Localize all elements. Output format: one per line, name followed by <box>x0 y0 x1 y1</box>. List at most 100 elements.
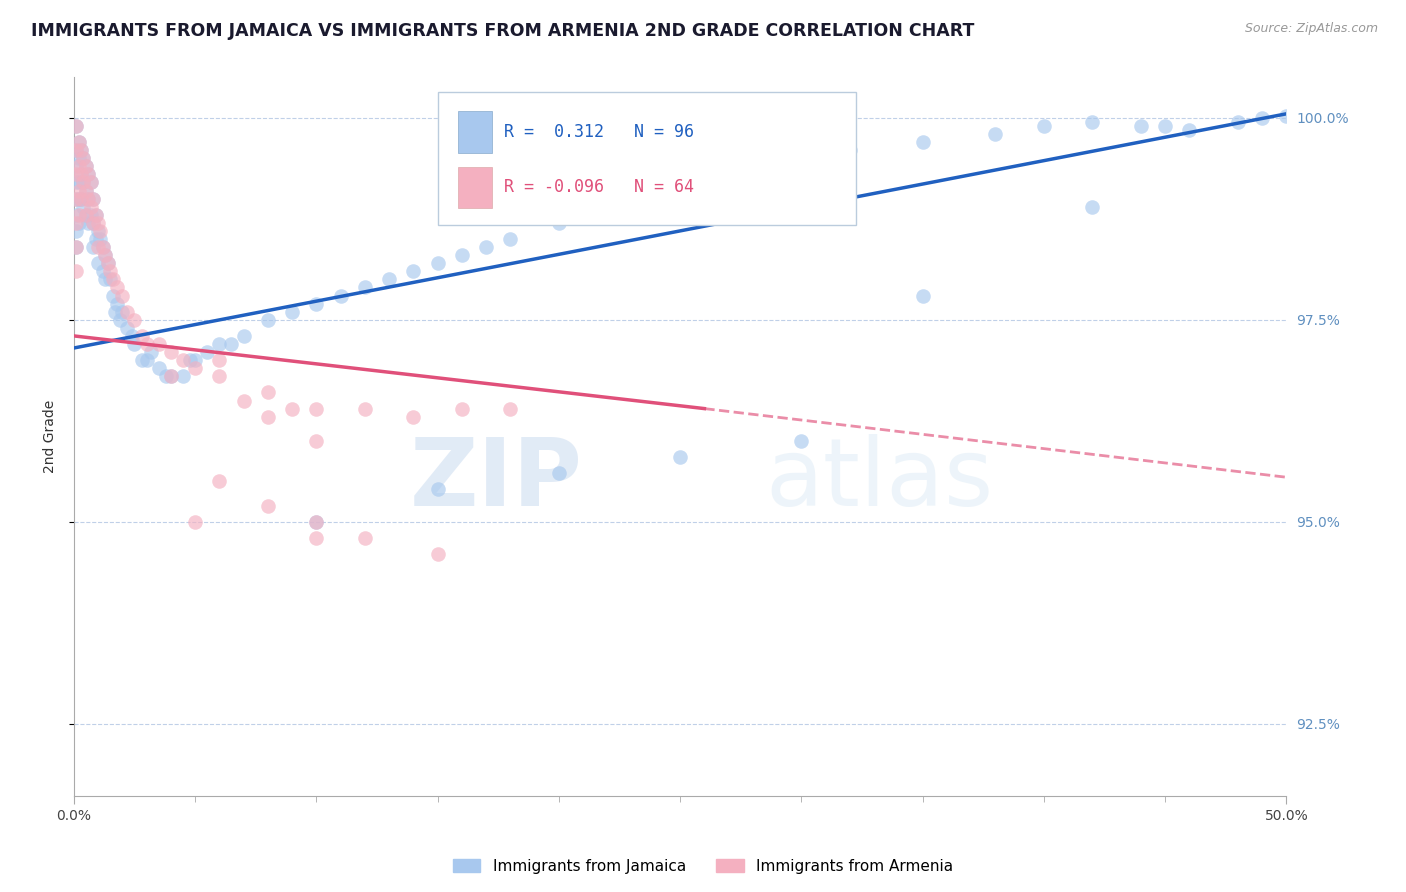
Point <box>70 167 93 181</box>
Point <box>256 499 278 513</box>
Point <box>353 280 375 294</box>
Point <box>77 216 100 230</box>
Point <box>450 248 472 262</box>
Point <box>65 240 87 254</box>
Point <box>1226 115 1249 129</box>
Point <box>402 264 425 278</box>
Point <box>131 353 153 368</box>
Point <box>426 483 449 497</box>
Point <box>75 208 97 222</box>
Point <box>1032 119 1054 133</box>
Point <box>89 224 111 238</box>
Point <box>208 475 231 489</box>
Point <box>305 515 328 529</box>
Text: IMMIGRANTS FROM JAMAICA VS IMMIGRANTS FROM ARMENIA 2ND GRADE CORRELATION CHART: IMMIGRANTS FROM JAMAICA VS IMMIGRANTS FR… <box>31 22 974 40</box>
Point <box>1154 119 1177 133</box>
Point <box>547 216 569 230</box>
Point <box>115 304 138 318</box>
Point <box>65 167 87 181</box>
Point <box>329 288 352 302</box>
Point <box>94 248 117 262</box>
Text: Source: ZipAtlas.com: Source: ZipAtlas.com <box>1244 22 1378 36</box>
Point <box>426 547 449 561</box>
Point <box>91 240 114 254</box>
Point <box>159 369 181 384</box>
Point <box>124 337 146 351</box>
Point <box>159 345 181 359</box>
Point <box>208 369 231 384</box>
Point <box>97 256 120 270</box>
Point <box>378 272 401 286</box>
Point <box>148 361 170 376</box>
Point <box>179 353 201 368</box>
Point <box>1129 119 1152 133</box>
Point <box>766 159 789 173</box>
Point <box>1178 123 1201 137</box>
Point <box>65 224 87 238</box>
Point <box>305 401 328 416</box>
Point <box>65 216 87 230</box>
Point <box>77 192 100 206</box>
Point <box>101 272 124 286</box>
Point <box>72 151 94 165</box>
Point <box>94 272 117 286</box>
Point <box>67 216 90 230</box>
Point <box>91 240 114 254</box>
FancyBboxPatch shape <box>437 92 856 225</box>
Point <box>305 434 328 448</box>
Point <box>1081 200 1104 214</box>
Point <box>184 515 207 529</box>
Point <box>89 232 111 246</box>
Point <box>135 337 157 351</box>
Point <box>195 345 218 359</box>
Point <box>232 329 254 343</box>
Y-axis label: 2nd Grade: 2nd Grade <box>44 401 58 474</box>
Point <box>65 176 87 190</box>
Point <box>115 321 138 335</box>
Point <box>87 240 110 254</box>
Point <box>232 393 254 408</box>
Point <box>790 434 813 448</box>
Point <box>65 159 87 173</box>
Point <box>75 184 97 198</box>
Text: ZIP: ZIP <box>411 434 583 526</box>
Point <box>305 296 328 310</box>
Point <box>426 256 449 270</box>
Point <box>75 184 97 198</box>
Point <box>281 401 304 416</box>
Point <box>155 369 177 384</box>
Point <box>911 288 934 302</box>
Point <box>70 192 93 206</box>
Point <box>141 345 163 359</box>
Point <box>65 119 87 133</box>
Point <box>984 127 1007 141</box>
Point <box>75 159 97 173</box>
Point <box>669 450 692 464</box>
Point <box>475 240 498 254</box>
Point <box>87 224 110 238</box>
Point <box>644 184 666 198</box>
Point <box>87 216 110 230</box>
Point <box>94 248 117 262</box>
Point <box>65 143 87 157</box>
Point <box>353 531 375 545</box>
Point <box>131 329 153 343</box>
Point <box>838 143 860 157</box>
Point <box>70 167 93 181</box>
Point <box>70 143 93 157</box>
Point <box>65 192 87 206</box>
Point <box>256 409 278 424</box>
Point <box>65 264 87 278</box>
Point <box>148 337 170 351</box>
Point <box>101 288 124 302</box>
Point <box>121 329 143 343</box>
Point <box>281 304 304 318</box>
Point <box>172 369 194 384</box>
Point <box>911 135 934 149</box>
Point <box>72 151 94 165</box>
Point <box>67 192 90 206</box>
Point <box>184 353 207 368</box>
Point <box>65 119 87 133</box>
Point <box>67 135 90 149</box>
Point <box>221 337 243 351</box>
